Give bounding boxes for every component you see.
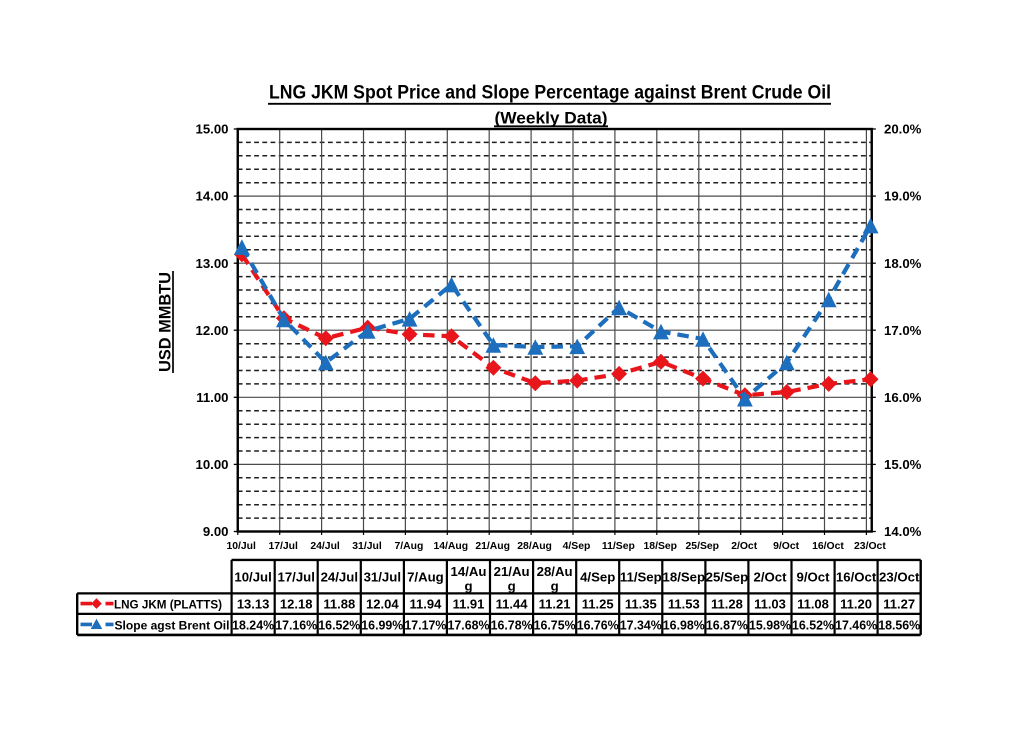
svg-text:18/Sep: 18/Sep [663,570,706,585]
svg-text:15.98%: 15.98% [749,618,791,632]
svg-text:16.78%: 16.78% [491,618,533,632]
svg-text:21/Aug: 21/Aug [475,541,510,552]
svg-text:9/Oct: 9/Oct [797,570,831,585]
svg-text:12.18: 12.18 [280,596,313,611]
svg-text:14.00: 14.00 [195,189,228,204]
svg-text:16.52%: 16.52% [792,618,834,632]
svg-text:16.75%: 16.75% [534,618,576,632]
svg-text:7/Aug: 7/Aug [394,541,423,552]
svg-text:17.68%: 17.68% [448,618,490,632]
svg-text:(Weekly Data): (Weekly Data) [495,110,608,128]
svg-text:17/Jul: 17/Jul [278,570,315,585]
svg-text:13.13: 13.13 [237,596,270,611]
svg-text:17.17%: 17.17% [404,618,446,632]
svg-text:21/Au: 21/Au [494,564,530,579]
svg-text:10.00: 10.00 [195,457,228,472]
svg-text:11.44: 11.44 [496,596,529,611]
svg-text:16.52%: 16.52% [318,618,360,632]
svg-text:9.00: 9.00 [203,524,229,539]
svg-text:18.56%: 18.56% [878,618,920,632]
svg-text:14/Aug: 14/Aug [433,541,468,552]
svg-text:16/Oct: 16/Oct [812,541,844,552]
svg-text:14.0%: 14.0% [884,524,922,539]
svg-text:16/Oct: 16/Oct [836,570,877,585]
svg-text:17.0%: 17.0% [884,323,922,338]
svg-text:11.03: 11.03 [754,596,786,611]
svg-text:11.25: 11.25 [582,596,614,611]
svg-text:10/Jul: 10/Jul [234,570,271,585]
svg-text:Slope agst Brent Oil: Slope agst Brent Oil [115,618,230,632]
svg-text:11.35: 11.35 [625,596,657,611]
svg-text:28/Au: 28/Au [537,564,573,579]
svg-text:4/Sep: 4/Sep [563,541,591,552]
svg-text:23/Oct: 23/Oct [854,541,886,552]
svg-text:11.53: 11.53 [668,596,700,611]
svg-text:4/Sep: 4/Sep [580,570,615,585]
svg-text:23/Oct: 23/Oct [879,570,920,585]
svg-text:g: g [464,579,472,594]
svg-text:9/Oct: 9/Oct [773,541,800,552]
svg-text:19.0%: 19.0% [884,189,922,204]
svg-text:16.0%: 16.0% [884,390,922,405]
svg-text:11.88: 11.88 [323,596,355,611]
svg-text:13.00: 13.00 [195,256,228,271]
svg-text:11.20: 11.20 [840,596,872,611]
svg-text:11.27: 11.27 [883,596,915,611]
svg-text:2/Oct: 2/Oct [731,541,758,552]
svg-text:11.94: 11.94 [409,596,442,611]
svg-text:11/Sep: 11/Sep [620,570,662,585]
svg-text:18/Sep: 18/Sep [644,541,678,552]
svg-text:25/Sep: 25/Sep [706,570,749,585]
svg-text:2/Oct: 2/Oct [754,570,788,585]
svg-text:17/Jul: 17/Jul [268,541,298,552]
svg-text:20.0%: 20.0% [884,122,922,137]
svg-text:31/Jul: 31/Jul [352,541,382,552]
svg-text:15.00: 15.00 [195,122,228,137]
svg-text:14/Au: 14/Au [451,564,487,579]
svg-text:11.08: 11.08 [797,596,829,611]
svg-text:11/Sep: 11/Sep [602,541,635,552]
svg-text:16.87%: 16.87% [706,618,748,632]
svg-text:17.16%: 17.16% [275,618,317,632]
svg-text:12.00: 12.00 [195,323,228,338]
svg-text:USD MMBTU: USD MMBTU [156,272,175,372]
svg-text:LNG JKM (PLATTS): LNG JKM (PLATTS) [114,597,222,611]
svg-text:16.98%: 16.98% [663,618,705,632]
svg-text:11.28: 11.28 [711,596,743,611]
svg-text:17.34%: 17.34% [620,618,662,632]
svg-text:11.21: 11.21 [539,596,571,611]
svg-text:g: g [551,579,559,594]
svg-text:25/Sep: 25/Sep [686,541,720,552]
svg-text:17.46%: 17.46% [835,618,877,632]
svg-text:24/Jul: 24/Jul [310,541,340,552]
svg-text:11.00: 11.00 [196,390,228,405]
svg-text:7/Aug: 7/Aug [407,570,444,585]
svg-text:16.76%: 16.76% [577,618,619,632]
svg-text:18.24%: 18.24% [232,618,274,632]
svg-text:16.99%: 16.99% [361,618,403,632]
svg-text:LNG JKM Spot Price and Slope P: LNG JKM Spot Price and Slope Percentage … [269,83,831,104]
svg-text:10/Jul: 10/Jul [226,541,256,552]
svg-text:18.0%: 18.0% [884,256,922,271]
svg-text:28/Aug: 28/Aug [517,541,552,552]
svg-text:12.04: 12.04 [366,596,399,611]
svg-text:11.91: 11.91 [453,596,485,611]
svg-text:24/Jul: 24/Jul [321,570,358,585]
svg-text:g: g [508,579,516,594]
svg-text:15.0%: 15.0% [884,457,922,472]
svg-text:31/Jul: 31/Jul [364,570,401,585]
